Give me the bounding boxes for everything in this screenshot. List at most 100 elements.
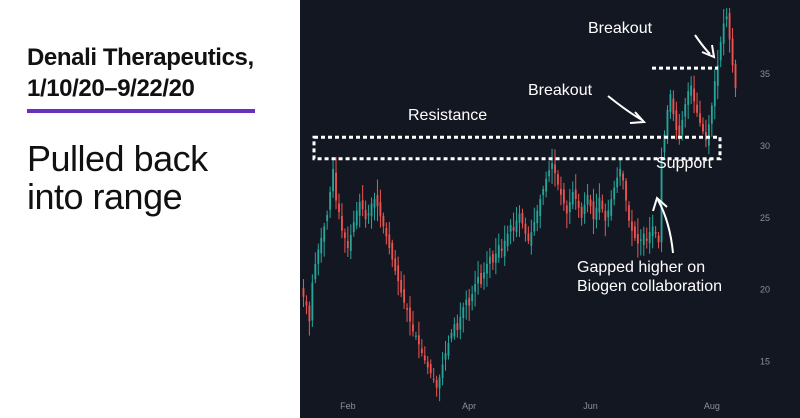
candle-body (536, 210, 539, 224)
y-tick-label: 15 (760, 357, 770, 367)
candle-body (592, 201, 595, 220)
candle-body (542, 189, 545, 196)
resistance-label: Resistance (408, 107, 487, 124)
candle-body (530, 232, 533, 246)
candle-body (364, 209, 367, 220)
candle-body (719, 42, 722, 61)
subtitle-line-2: into range (27, 176, 183, 217)
candle-body (459, 317, 462, 330)
y-axis: 35 30 25 20 15 (760, 69, 770, 367)
candle-body (343, 232, 346, 238)
x-tick-label: Jun (583, 401, 598, 411)
candle-body (394, 258, 397, 272)
candle-body (317, 249, 320, 264)
candle-body (604, 210, 607, 221)
breakout-label-1: Breakout (528, 82, 593, 99)
text-panel: Denali Therapeutics, 1/10/20–9/22/20 Pul… (0, 0, 300, 418)
gap-label-line-2: Biogen collaboration (577, 278, 722, 295)
candle-body (338, 203, 340, 213)
candle-body (349, 235, 352, 252)
candle-body (426, 361, 429, 368)
candle-body (625, 180, 627, 201)
candle-body (456, 323, 459, 330)
candle-body (385, 228, 388, 237)
resistance-zone (312, 135, 722, 161)
y-tick-label: 30 (760, 141, 770, 151)
candle-body (663, 134, 666, 153)
candle-body (420, 348, 423, 354)
candle-body (586, 194, 589, 205)
candle-body (539, 199, 542, 216)
candle-body (702, 124, 704, 132)
candle-body (678, 125, 681, 138)
x-axis: Feb Apr Jun Aug (340, 401, 720, 411)
candle-body (335, 172, 337, 201)
breakout-arrow-1-head (629, 111, 647, 124)
candle-body (562, 189, 565, 204)
candle-body (341, 216, 343, 231)
candle-body (699, 113, 701, 123)
candle-body (639, 239, 642, 241)
candle-body (355, 210, 358, 226)
candle-body (707, 124, 710, 146)
candle-body (545, 178, 548, 192)
candle-body (568, 201, 571, 213)
candle-body (370, 203, 373, 217)
support-label: Support (656, 155, 713, 172)
candle-body (429, 364, 432, 374)
candle-body (320, 237, 323, 254)
candle-body (406, 308, 408, 310)
candle-body (503, 240, 506, 257)
candle-body (409, 307, 411, 322)
candle-body (577, 201, 580, 208)
gap-arrow (657, 199, 674, 254)
candle-body (607, 210, 610, 218)
candle-body (610, 199, 613, 216)
candle-body (598, 197, 601, 213)
candle-body (580, 206, 583, 218)
candle-body (400, 280, 403, 293)
candle-body (583, 204, 586, 215)
candle-body (713, 81, 716, 107)
candle-body (636, 233, 639, 244)
candle-body (376, 194, 379, 207)
candle-body (672, 98, 675, 115)
candle-body (379, 202, 382, 217)
candle-body (423, 355, 426, 361)
candle-body (450, 332, 453, 339)
candle-body (441, 364, 444, 379)
candle-body (571, 191, 574, 205)
candle-body (477, 276, 479, 284)
candle-body (705, 132, 707, 141)
candle-body (308, 305, 311, 322)
candle-body (382, 215, 385, 227)
candle-body (465, 299, 468, 306)
page-title: Denali Therapeutics, 1/10/20–9/22/20 (27, 42, 295, 104)
candle-body (447, 342, 450, 356)
candle-body (725, 16, 728, 20)
candle-body (518, 213, 521, 223)
candle-body (565, 205, 568, 214)
candle-body (412, 324, 414, 332)
candle-body (305, 301, 308, 306)
candle-body (660, 157, 663, 243)
candle-body (716, 65, 719, 86)
candle-body (613, 187, 616, 200)
candle-body (734, 63, 737, 89)
candle-body (453, 324, 456, 337)
candle-body (471, 294, 474, 302)
candle-body (509, 224, 512, 232)
candle-body (651, 226, 654, 237)
title-line-2: 1/10/20–9/22/20 (27, 75, 195, 102)
candle-body (417, 335, 420, 345)
candle-body (633, 226, 636, 238)
candle-body (515, 220, 518, 232)
breakout-arrow-2 (694, 34, 711, 55)
x-tick-label: Feb (340, 401, 356, 411)
candle-body (491, 254, 494, 263)
candle-body (438, 377, 441, 389)
candle-body (574, 189, 577, 200)
candle-body (373, 199, 376, 208)
candle-body (302, 288, 305, 297)
candle-body (648, 232, 651, 244)
